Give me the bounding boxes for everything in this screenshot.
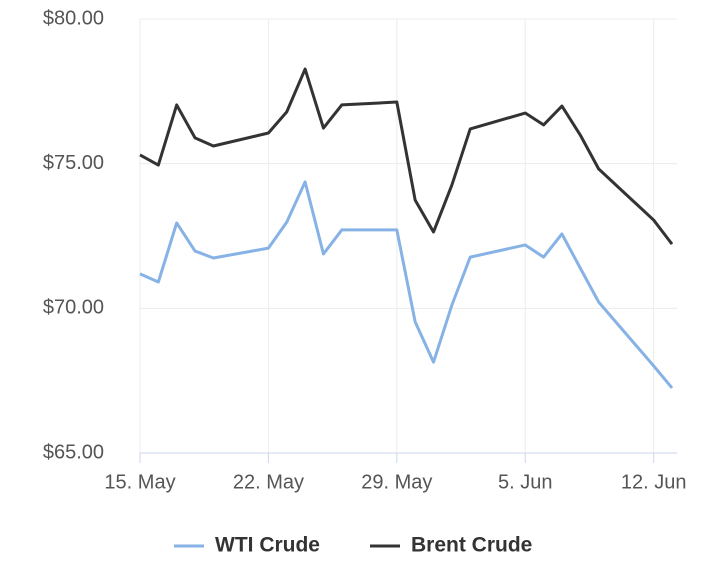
x-tick-label: 12. Jun: [621, 471, 687, 493]
legend-text: WTI Crude: [215, 534, 320, 557]
y-tick-label: $70.00: [43, 297, 104, 319]
series-line: [139, 67, 674, 246]
x-tick-label: 15. May: [104, 471, 175, 493]
series-line: [139, 180, 674, 389]
y-tick-label: $75.00: [43, 152, 104, 174]
x-tick-label: 5. Jun: [498, 471, 552, 493]
x-tick-label: 22. May: [233, 471, 304, 493]
legend-text: Brent Crude: [411, 534, 532, 557]
y-tick-label: $65.00: [43, 441, 104, 463]
x-tick-label: 29. May: [361, 471, 432, 493]
y-tick-label: $80.00: [43, 7, 104, 29]
